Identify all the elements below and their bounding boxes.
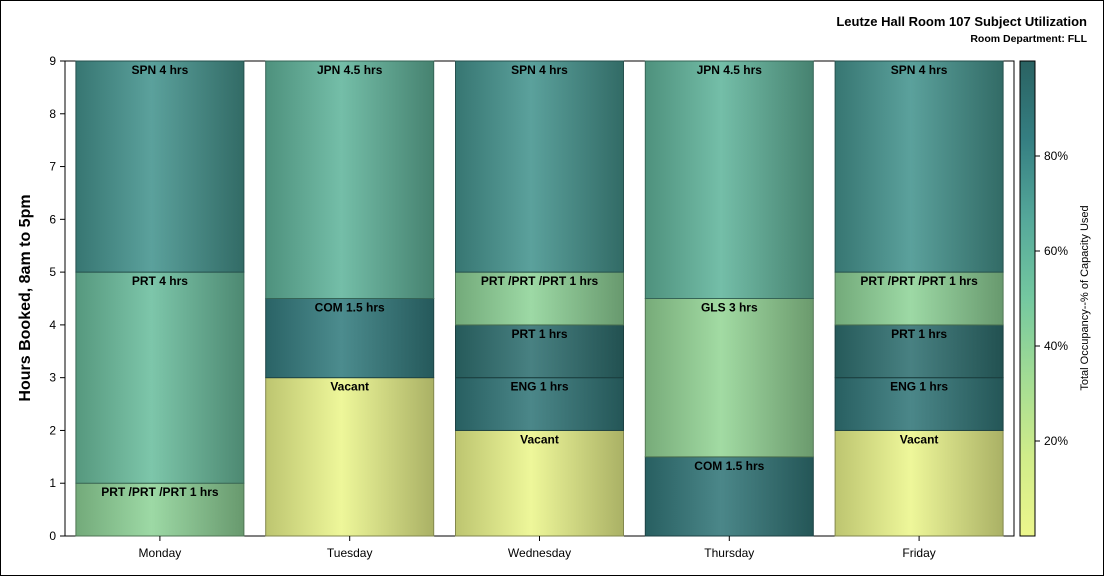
chart-title: Leutze Hall Room 107 Subject Utilization <box>836 14 1087 29</box>
segment-label: ENG 1 hrs <box>510 380 568 394</box>
segment-label: ENG 1 hrs <box>890 380 948 394</box>
y-tick-label: 4 <box>49 318 56 332</box>
segment-label: GLS 3 hrs <box>701 301 758 315</box>
bar-segment <box>834 377 1004 431</box>
bar-segment <box>455 60 624 273</box>
segment-label: Vacant <box>900 432 939 446</box>
segment-label: JPN 4.5 hrs <box>317 63 383 77</box>
y-tick-label: 6 <box>49 212 56 226</box>
colorbar-tick-label: 80% <box>1044 149 1068 163</box>
bar-segment <box>265 377 435 537</box>
colorbar: 20% 40% 60% 80% <box>1019 60 1068 537</box>
x-tick-label: Thursday <box>704 546 754 560</box>
y-axis-label: Hours Booked, 8am to 5pm <box>17 194 34 401</box>
segment-label: JPN 4.5 hrs <box>697 63 763 77</box>
bar-monday: PRT /PRT /PRT 1 hrs PRT 4 hrs SPN 4 hrs <box>75 60 245 537</box>
bar-thursday: COM 1.5 hrs GLS 3 hrs JPN 4.5 hrs <box>644 60 814 537</box>
segment-label: SPN 4 hrs <box>132 63 189 77</box>
x-tick-label: Wednesday <box>508 546 571 560</box>
colorbar-scale <box>1019 60 1036 537</box>
y-tick-label: 5 <box>49 265 56 279</box>
y-tick-label: 0 <box>49 529 56 543</box>
segment-label: PRT /PRT /PRT 1 hrs <box>860 274 978 288</box>
bar-segment <box>265 298 435 379</box>
x-axis: Monday Tuesday Wednesday Thursday Friday <box>139 536 936 560</box>
bar-segment <box>834 429 1004 537</box>
segment-label: Vacant <box>330 380 369 394</box>
segment-label: COM 1.5 hrs <box>694 459 764 473</box>
colorbar-label: Total Occupancy--% of Capacity Used <box>1079 205 1091 390</box>
bar-segment <box>834 324 1004 379</box>
segment-label: PRT /PRT /PRT 1 hrs <box>481 274 599 288</box>
bar-segment <box>455 271 624 326</box>
bar-tuesday: Vacant COM 1.5 hrs JPN 4.5 hrs <box>265 60 435 537</box>
colorbar-tick-label: 60% <box>1044 244 1068 258</box>
bar-segment <box>75 271 245 484</box>
bar-segment <box>75 60 245 273</box>
bar-segment <box>455 377 624 431</box>
segment-label: Vacant <box>520 432 559 446</box>
y-tick-label: 1 <box>49 476 56 490</box>
y-tick-label: 2 <box>49 423 56 437</box>
bar-segment <box>834 60 1004 273</box>
segment-label: SPN 4 hrs <box>891 63 948 77</box>
segment-label: PRT 1 hrs <box>891 327 947 341</box>
y-tick-label: 3 <box>49 371 56 385</box>
x-tick-label: Friday <box>902 546 935 560</box>
x-tick-label: Tuesday <box>327 546 373 560</box>
bar-friday: Vacant ENG 1 hrs PRT 1 hrs PRT /PRT /PRT 1 … <box>834 60 1004 537</box>
y-tick-label: 9 <box>49 54 56 68</box>
y-axis: 0 1 2 3 4 5 6 7 8 9 <box>49 54 65 543</box>
bar-segment <box>644 298 814 458</box>
bar-segment <box>265 60 435 299</box>
bar-wednesday: Vacant ENG 1 hrs PRT 1 hrs PRT /PRT /PRT 1 … <box>455 60 624 537</box>
segment-label: PRT 1 hrs <box>511 327 567 341</box>
bar-segment <box>455 324 624 379</box>
chart-subtitle: Room Department: FLL <box>970 33 1087 45</box>
y-tick-label: 7 <box>49 160 56 174</box>
segment-label: PRT 4 hrs <box>132 274 188 288</box>
colorbar-tick-label: 20% <box>1044 434 1068 448</box>
colorbar-tick-label: 40% <box>1044 339 1068 353</box>
bar-segment <box>75 482 245 537</box>
segment-label: PRT /PRT /PRT 1 hrs <box>101 485 219 499</box>
bar-segment <box>644 60 814 299</box>
segment-label: SPN 4 hrs <box>511 63 568 77</box>
y-tick-label: 8 <box>49 107 56 121</box>
segment-label: COM 1.5 hrs <box>315 301 385 315</box>
x-tick-label: Monday <box>139 546 182 560</box>
